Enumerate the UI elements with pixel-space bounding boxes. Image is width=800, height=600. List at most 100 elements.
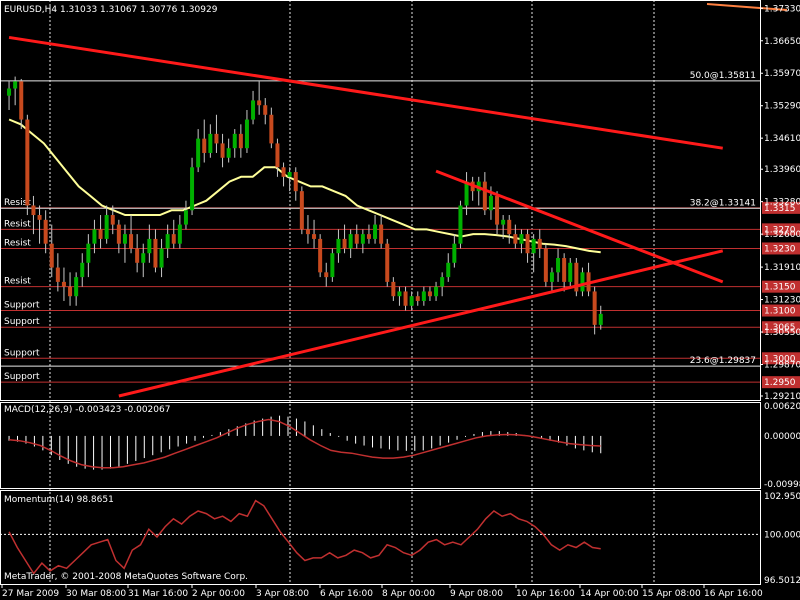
macd-tick-label: 0.006208 [764, 402, 800, 412]
candle-body [556, 258, 561, 273]
candle-body [525, 234, 530, 254]
price-tick-label: 1.29870 [764, 360, 800, 370]
time-tick-label: 2 Apr 00:00 [192, 589, 245, 599]
candle-body [116, 224, 121, 244]
candle-body [446, 262, 451, 278]
price-tick-label: 1.35970 [764, 69, 800, 79]
candle-body [299, 191, 304, 230]
price-level-tag-box [762, 201, 800, 214]
time-tick-label: 6 Apr 16:00 [320, 589, 373, 599]
candle-body [129, 234, 134, 249]
candle-body [427, 291, 432, 297]
candle-body [226, 148, 231, 158]
candle-body [74, 277, 79, 297]
time-tick-label: 30 Mar 08:00 [66, 589, 126, 599]
candle-body [183, 210, 188, 225]
pane-frame [0, 402, 761, 489]
candle-body [251, 100, 256, 120]
time-axis[interactable]: 27 Mar 2009 30 Mar 08:00 31 Mar 16:00 2 Apr… [1, 584, 763, 599]
candle-body [488, 195, 493, 211]
macd-pane[interactable]: MACD(12,26,9) -0.003423 -0.002067 [4, 405, 602, 470]
price-level-tag: 1.3000 [764, 354, 796, 364]
candle-body [513, 234, 518, 244]
price-level-label: Support [4, 372, 40, 382]
time-tick-label: 10 Apr 16:00 [516, 589, 575, 599]
candle-body [171, 234, 176, 244]
candle-body [31, 205, 36, 216]
candle-body [312, 234, 317, 239]
candle-body [110, 215, 115, 225]
candle-body [147, 238, 152, 254]
candle-body [342, 238, 347, 249]
candle-body [208, 133, 213, 153]
candle-body [232, 133, 237, 149]
price-level-tag: 1.3315 [764, 204, 796, 214]
candle-body [562, 258, 567, 282]
candle-body [336, 238, 341, 254]
candle-body [360, 234, 365, 244]
price-level-tag-box [762, 304, 800, 317]
candle-body [348, 234, 353, 249]
candle-body [495, 195, 500, 225]
price-level-tag: 1.3270 [764, 225, 796, 235]
price-pane[interactable]: Resist 1.3315 Resist 1.3270 Resist 1.3230 Resi… [0, 3, 800, 398]
price-axis[interactable]: 1.37330 1.36650 1.35970 1.35290 1.34610 1.339… [760, 4, 800, 586]
candle-body [263, 105, 268, 115]
candle-body [122, 234, 127, 244]
candle-body [80, 262, 85, 278]
price-level-label: Resist [4, 219, 31, 229]
price-level-tag-box [762, 376, 800, 389]
candle-body [366, 234, 371, 239]
trendlines[interactable] [8, 35, 724, 398]
candle-body [421, 291, 426, 301]
price-level-tag-box [762, 242, 800, 255]
price-level-label: Support [4, 348, 40, 358]
price-tick-label: 1.34610 [764, 134, 800, 144]
candles [7, 76, 603, 335]
price-level-tag: 1.3100 [764, 307, 796, 317]
candle-body [543, 248, 548, 282]
fibonacci-levels: 50.0@1.35811 38.2@1.33141 23.6@1.29837 [0, 71, 760, 367]
candle-body [37, 215, 42, 220]
price-level-label: Resist [4, 238, 31, 248]
candle-body [385, 243, 390, 282]
candle-body [379, 224, 384, 244]
candle-body [403, 291, 408, 306]
candle-body [244, 119, 249, 149]
macd-signal-line [9, 418, 601, 469]
price-level-tag: 1.3065 [764, 323, 796, 333]
candle-body [257, 100, 262, 106]
time-tick-label: 27 Mar 2009 [2, 589, 59, 599]
candle-body [68, 286, 73, 297]
candle-body [86, 243, 91, 263]
candle-body [318, 238, 323, 273]
price-level-tag: 1.2950 [764, 378, 796, 388]
pane-frame [0, 490, 761, 585]
fib-level-label: 50.0@1.35811 [690, 71, 756, 81]
price-tick-label: 1.36650 [764, 37, 800, 47]
price-tick-label: 1.37330 [764, 4, 800, 14]
candle-body [92, 229, 97, 244]
price-tick-label: 1.29210 [764, 392, 800, 402]
price-tick-label: 1.30550 [764, 328, 800, 338]
candle-body [196, 138, 201, 168]
price-tick-label: 1.31230 [764, 296, 800, 306]
candle-body [330, 253, 335, 278]
candle-body [592, 291, 597, 325]
momentum-tick-label: 100.0000 [764, 530, 800, 540]
candle-body [324, 272, 329, 278]
candle-body [135, 248, 140, 263]
trendline [118, 249, 724, 398]
macd-tick-label: -0.009983 [764, 480, 800, 490]
candle-body [269, 114, 274, 144]
trendline [8, 35, 723, 150]
candle-body [549, 272, 554, 282]
candle-body [458, 205, 463, 244]
time-tick-label: 9 Apr 08:00 [450, 589, 503, 599]
candle-body [464, 181, 469, 206]
momentum-pane[interactable]: Momentum(14) 98.8651 MetaTrader, © 2001-… [0, 495, 760, 582]
momentum-path [8, 499, 601, 575]
candle-body [482, 181, 487, 211]
